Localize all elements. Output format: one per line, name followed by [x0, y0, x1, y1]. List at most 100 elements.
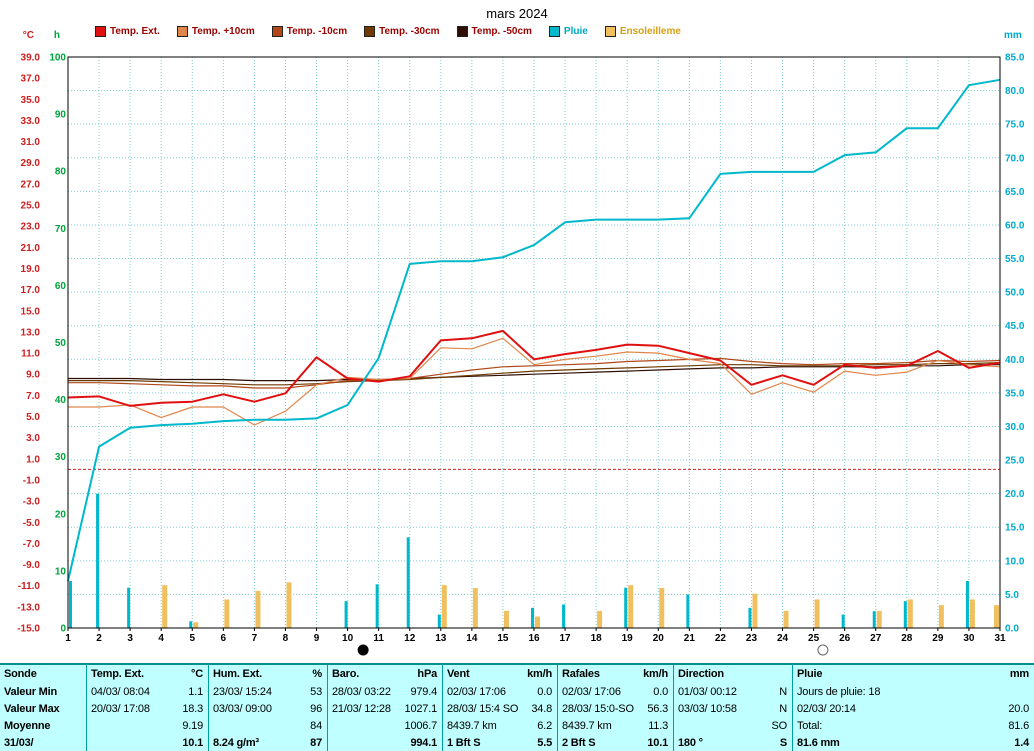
cell-value: 18.3: [182, 702, 203, 715]
svg-text:25: 25: [808, 633, 820, 644]
svg-text:15.0: 15.0: [1005, 523, 1025, 534]
header-cell-sonde: Sonde: [0, 665, 86, 683]
table-row-moyenne: Moyenne 9.19 84 1006.7 8439.7 km 6.2 8439.7 km…: [0, 717, 1034, 734]
svg-text:10.0: 10.0: [1005, 556, 1025, 567]
header-unit: mm: [1009, 668, 1029, 680]
data-cell-baro: 1006.7: [327, 717, 442, 734]
cell-text: 21/03/ 12:28: [332, 702, 391, 715]
svg-text:35.0: 35.0: [21, 95, 41, 106]
svg-text:90: 90: [55, 110, 67, 121]
cell-value: 9.19: [182, 719, 203, 732]
cell-value: 5.5: [537, 736, 552, 749]
cell-text: 8.24 g/m³: [213, 736, 259, 749]
svg-text:4: 4: [158, 633, 164, 644]
header-cell-rafales: Rafales km/h: [557, 665, 673, 683]
moon-new-icon: [357, 644, 369, 656]
svg-text:7: 7: [252, 633, 258, 644]
cell-text: 1 Bft S: [447, 736, 481, 749]
legend-swatch-icon: [548, 26, 560, 37]
svg-text:12: 12: [404, 633, 416, 644]
data-cell-hum-ext: 8.24 g/m³ 87: [208, 734, 327, 751]
data-cell-temp-ext: 04/03/ 08:04 1.1: [86, 683, 208, 700]
cell-text: 180 °: [678, 736, 703, 749]
svg-text:0.0: 0.0: [1005, 624, 1019, 635]
svg-text:25.0: 25.0: [21, 201, 41, 212]
svg-text:27: 27: [870, 633, 882, 644]
header-name: Temp. Ext.: [91, 668, 144, 680]
svg-text:80: 80: [55, 167, 67, 178]
data-cell-pluie: 02/03/ 20:14 20.0: [792, 700, 1034, 717]
svg-text:80.0: 80.0: [1005, 86, 1025, 97]
svg-text:28: 28: [901, 633, 913, 644]
series-temp-10cm: [68, 357, 1001, 389]
legend-label: Pluie: [563, 26, 588, 37]
svg-text:24: 24: [777, 633, 789, 644]
cell-text: 8439.7 km: [447, 719, 497, 732]
row-label-cell: Valeur Min: [0, 683, 86, 700]
row-label-cell: Valeur Max: [0, 700, 86, 717]
svg-text:65.0: 65.0: [1005, 187, 1025, 198]
table-header-row: Sonde Temp. Ext. °C Hum. Ext.% Baro. hPa Vent k…: [0, 665, 1034, 683]
legend-item-pluie: Pluie: [548, 26, 588, 37]
data-cell-rafales: 8439.7 km 11.3: [557, 717, 673, 734]
cell-value: 10.1: [647, 736, 668, 749]
legend-item-temp-10cm: Temp. -10cm: [271, 26, 347, 37]
data-cell-temp-ext: 20/03/ 17:08 18.3: [86, 700, 208, 717]
svg-text:-9.0: -9.0: [23, 560, 41, 571]
legend-item-temp-30cm: Temp. -30cm: [364, 26, 440, 37]
svg-text:-13.0: -13.0: [17, 602, 40, 613]
svg-text:70.0: 70.0: [1005, 153, 1025, 164]
data-cell-temp-ext: 10.1: [86, 734, 208, 751]
header-cell-baro: Baro. hPa: [327, 665, 442, 683]
table-row-31-03: 31/03/10.1 8.24 g/m³ 87 994.1 1 Bft S 5.5 2 Bf…: [0, 734, 1034, 751]
svg-text:23: 23: [746, 633, 758, 644]
svg-text:22: 22: [715, 633, 727, 644]
grid-lines: [67, 56, 1001, 629]
legend-swatch-icon: [456, 26, 468, 37]
svg-text:30.0: 30.0: [1005, 422, 1025, 433]
header-name: Baro.: [332, 668, 360, 680]
svg-text:31.0: 31.0: [21, 137, 41, 148]
data-cell-baro: 28/03/ 03:22 979.4: [327, 683, 442, 700]
svg-text:8: 8: [283, 633, 289, 644]
svg-text:30: 30: [55, 452, 67, 463]
cell-text: 03/03/ 09:00: [213, 702, 272, 715]
cell-text: 28/03/ 15:4 SO: [447, 702, 519, 715]
series-pluie-cumul: [67, 78, 1001, 582]
header-cell-pluie: Pluie mm: [792, 665, 1034, 683]
data-cell-temp-ext: 9.19: [86, 717, 208, 734]
moon-full-icon: [817, 644, 829, 656]
cell-text: 23/03/ 15:24: [213, 685, 272, 698]
mm-axis-unit: mm: [1004, 30, 1022, 41]
legend-swatch-icon: [176, 26, 188, 37]
data-cell-rafales: 28/03/ 15:0-SO 56.3: [557, 700, 673, 717]
header-name: Rafales: [562, 668, 600, 680]
svg-text:19.0: 19.0: [21, 264, 41, 275]
table-row-valeur-max: Valeur Max 20/03/ 17:08 18.3 03/03/ 09:00 96…: [0, 700, 1034, 717]
cell-text: 81.6 mm: [797, 736, 840, 749]
data-cell-rafales: 02/03/ 17:06 0.0: [557, 683, 673, 700]
header-unit: °C: [191, 668, 203, 680]
cell-text: 02/03/ 17:06: [447, 685, 506, 698]
header-name: Pluie: [797, 668, 823, 680]
legend-item-temp-ext: Temp. Ext.: [95, 26, 160, 37]
header-cell-vent: Vent km/h: [442, 665, 557, 683]
cell-value: 96: [310, 702, 322, 715]
legend-label: Ensoleilleme: [619, 26, 681, 37]
cell-text: 8439.7 km: [562, 719, 612, 732]
cell-value: 11.3: [648, 719, 668, 732]
svg-text:-15.0: -15.0: [17, 624, 40, 635]
header-unit: %: [312, 668, 322, 680]
svg-text:33.0: 33.0: [21, 116, 41, 127]
svg-text:100: 100: [49, 53, 66, 64]
svg-text:50.0: 50.0: [1005, 288, 1025, 299]
cell-value: 34.8: [531, 702, 552, 715]
cell-value: SO: [771, 719, 788, 732]
cell-text: Total:: [797, 719, 823, 732]
legend-label: Temp. Ext.: [110, 26, 160, 37]
row-label-cell: 31/03/: [0, 734, 86, 751]
data-cell-direction: SO: [673, 717, 792, 734]
svg-text:29: 29: [932, 633, 944, 644]
svg-text:30: 30: [963, 633, 975, 644]
